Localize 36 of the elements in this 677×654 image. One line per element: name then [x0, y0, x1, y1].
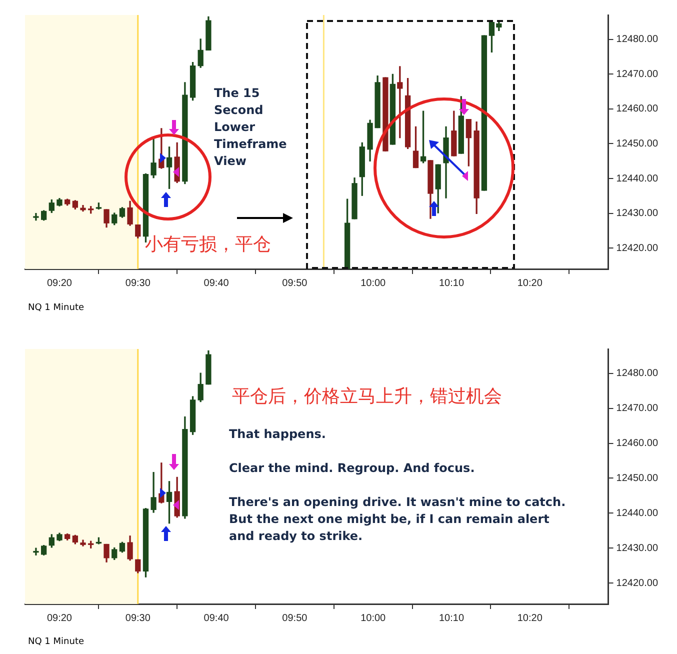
x-tick-label: 09:50 [282, 612, 308, 624]
x-tick-label: 09:40 [204, 612, 230, 624]
y-tick-label: 12420.00 [616, 242, 658, 254]
x-tick-label: 09:50 [282, 278, 308, 289]
y-tick-label: 12460.00 [616, 104, 658, 115]
annotation: There's an opening drive. It wasn't mine to catch. But the next one might be, if I can remain alert and ready to strike. [229, 494, 566, 545]
x-tick-label: 09:40 [204, 278, 230, 289]
x-tick-label: 09:20 [46, 612, 72, 624]
y-tick-label: 12440.00 [616, 508, 658, 519]
x-tick-label: 09:30 [125, 278, 151, 289]
y-tick-label: 12470.00 [616, 403, 658, 414]
x-tick-label: 10:00 [360, 278, 386, 289]
y-tick-label: 12450.00 [616, 138, 658, 150]
text: NQ 1 Minute [28, 637, 84, 648]
y-tick-label: 12480.00 [616, 368, 658, 380]
y-tick-label: 12430.00 [616, 208, 658, 220]
x-tick-label: 09:30 [125, 612, 151, 624]
annotation: 小有亏损，平仓 [145, 234, 271, 256]
x-tick-label: 10:10 [438, 612, 464, 624]
y-tick-label: 12420.00 [616, 578, 658, 589]
x-tick-label: 10:20 [517, 278, 543, 289]
annotation: The 15 Second Lower Timeframe View [214, 85, 288, 170]
x-tick-label: 10:10 [438, 278, 464, 289]
annotation: Clear the mind. Regroup. And focus. [229, 460, 475, 477]
y-tick-label: 12430.00 [616, 542, 658, 554]
y-tick-label: 12480.00 [616, 34, 658, 46]
y-tick-label: 12450.00 [616, 472, 658, 484]
x-tick-label: 10:20 [517, 612, 543, 624]
y-tick-label: 12470.00 [616, 68, 658, 80]
x-tick-label: 09:20 [46, 278, 72, 289]
x-tick-label: 10:00 [360, 612, 386, 624]
text: NQ 1 Minute [28, 303, 84, 314]
y-tick-label: 12460.00 [616, 438, 658, 450]
annotation: That happens. [229, 426, 326, 443]
annotation: 平仓后，价格立马上升，错过机会 [232, 386, 502, 408]
y-tick-label: 12440.00 [616, 173, 658, 184]
